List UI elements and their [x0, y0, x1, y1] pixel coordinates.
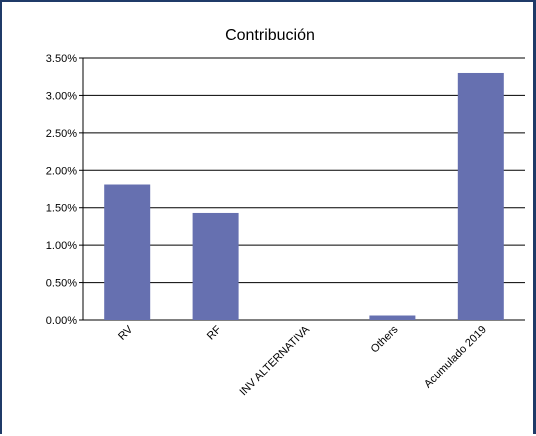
y-tick-label: 1.00%	[46, 240, 77, 252]
x-category-label: RV	[116, 323, 136, 343]
bar-rv	[104, 184, 151, 320]
y-tick-label: 1.50%	[46, 203, 77, 215]
chart-title: Contribución	[225, 27, 315, 44]
x-category-label: Acumulado 2019	[422, 324, 489, 391]
x-category-label: INV ALTERNATIVA	[237, 323, 312, 398]
y-tick-label: 0.00%	[46, 315, 77, 327]
y-tick-label: 3.50%	[46, 53, 77, 65]
x-category-label: RF	[205, 323, 224, 342]
y-tick-label: 2.50%	[46, 128, 77, 140]
bar-others	[369, 315, 416, 320]
bar-rf	[192, 212, 239, 320]
y-tick-label: 0.50%	[46, 278, 77, 290]
bar-acumulado-2019	[457, 72, 504, 320]
y-tick-label: 2.00%	[46, 165, 77, 177]
x-category-label: Others	[369, 323, 401, 355]
y-tick-label: 3.00%	[46, 90, 77, 102]
